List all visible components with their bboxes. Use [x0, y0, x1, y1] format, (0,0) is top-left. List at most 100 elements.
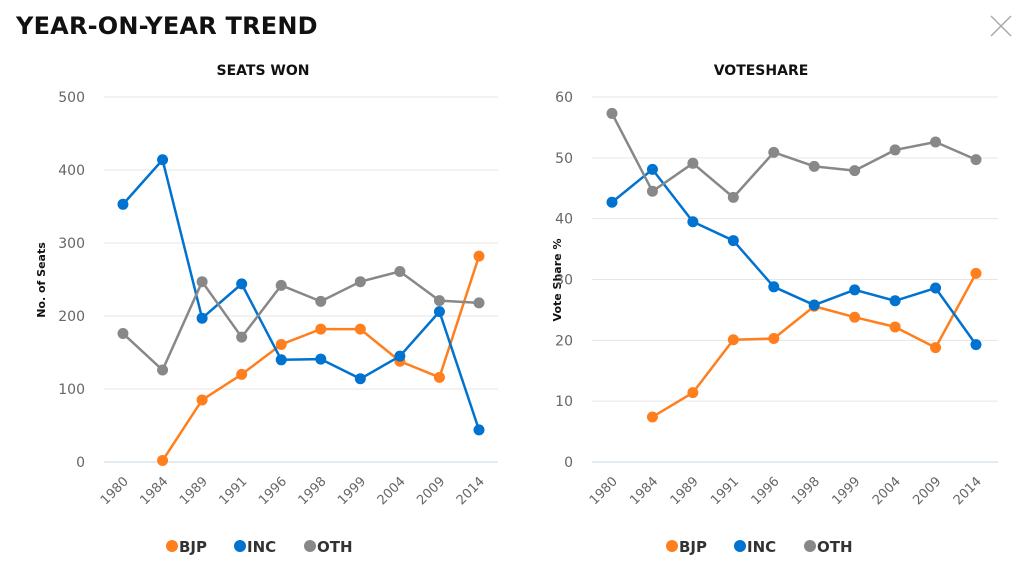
- data-point-inc: [275, 354, 287, 366]
- x-tick-label: 2014: [951, 474, 985, 508]
- data-point-inc: [606, 196, 618, 208]
- data-point-oth: [970, 154, 982, 166]
- data-point-bjp: [930, 342, 942, 354]
- chart-title: VOTESHARE: [714, 63, 809, 79]
- data-point-oth: [930, 136, 942, 148]
- x-tick-label: 2009: [910, 474, 944, 508]
- y-tick-label: 200: [58, 309, 85, 325]
- legend-marker-oth: [804, 540, 816, 552]
- data-point-inc: [117, 198, 129, 210]
- data-point-inc: [236, 278, 248, 290]
- series-line-bjp: [651, 272, 978, 419]
- legend-label-oth: OTH: [817, 538, 853, 556]
- data-point-oth: [606, 107, 618, 119]
- data-point-oth: [157, 364, 169, 376]
- data-point-oth: [768, 146, 780, 158]
- y-tick-label: 0: [76, 455, 85, 471]
- y-tick-label: 30: [555, 273, 573, 289]
- voteshare-chart: VOTESHARE Vote Share % 0 10 20 30 40 50 60 1980 19…: [551, 63, 998, 556]
- x-tick-label: 1980: [587, 474, 621, 508]
- x-tick-label: 1991: [216, 474, 250, 508]
- page-title: YEAR-ON-YEAR TREND: [16, 12, 318, 40]
- data-point-oth: [687, 157, 699, 169]
- close-icon: [990, 15, 1012, 37]
- data-point-oth: [315, 295, 327, 307]
- series-line-oth: [610, 112, 977, 199]
- legend-marker-bjp: [166, 540, 178, 552]
- close-button[interactable]: [988, 13, 1014, 39]
- data-point-bjp: [970, 267, 982, 279]
- data-point-oth: [196, 276, 208, 288]
- series-line-oth: [122, 270, 480, 372]
- data-point-inc: [889, 295, 901, 307]
- data-point-inc: [157, 154, 169, 166]
- y-tick-label: 10: [555, 394, 573, 410]
- x-tick-label: 1996: [749, 474, 783, 508]
- data-point-inc: [473, 424, 485, 436]
- legend-marker-bjp: [666, 540, 678, 552]
- data-point-bjp: [354, 323, 366, 335]
- data-point-inc: [808, 299, 820, 311]
- x-tick-label: 1980: [98, 474, 132, 508]
- y-tick-label: 0: [564, 455, 573, 471]
- legend-label-bjp: BJP: [179, 538, 207, 556]
- data-point-bjp: [768, 333, 780, 345]
- y-tick-label: 20: [555, 333, 573, 349]
- seats-won-chart: SEATS WON No. of Seats 0 100 200 300 400 500 198…: [35, 63, 498, 556]
- y-tick-label: 50: [555, 151, 573, 167]
- series-line-inc: [611, 168, 978, 346]
- y-axis-label: No. of Seats: [35, 242, 48, 318]
- data-point-inc: [433, 306, 445, 318]
- data-point-oth: [236, 331, 248, 343]
- data-point-bjp: [889, 321, 901, 333]
- data-point-inc: [354, 373, 366, 385]
- data-point-oth: [473, 297, 485, 309]
- data-point-bjp: [727, 334, 739, 346]
- data-point-inc: [315, 353, 327, 365]
- x-tick-label: 2009: [414, 474, 448, 508]
- x-tick-label: 1998: [789, 474, 823, 508]
- data-point-oth: [646, 185, 658, 197]
- data-point-bjp: [433, 371, 445, 383]
- data-point-inc: [727, 235, 739, 247]
- data-point-inc: [394, 350, 406, 362]
- x-tick-label: 1996: [256, 474, 290, 508]
- data-point-bjp: [275, 338, 287, 350]
- y-tick-label: 60: [555, 90, 573, 106]
- legend-label-inc: INC: [747, 538, 776, 556]
- data-point-oth: [433, 295, 445, 307]
- x-tick-label: 2014: [454, 474, 488, 508]
- x-tick-label: 1999: [829, 474, 863, 508]
- data-point-bjp: [646, 411, 658, 423]
- x-tick-label: 1998: [296, 474, 330, 508]
- legend-label-oth: OTH: [317, 538, 353, 556]
- data-point-oth: [354, 276, 366, 288]
- x-tick-label: 1991: [708, 474, 742, 508]
- data-point-inc: [768, 281, 780, 293]
- data-point-bjp: [687, 387, 699, 399]
- y-tick-label: 100: [58, 382, 85, 398]
- y-tick-label: 40: [555, 212, 573, 228]
- x-tick-label: 1989: [177, 474, 211, 508]
- y-axis-label: Vote Share %: [551, 239, 564, 322]
- data-point-oth: [727, 191, 739, 203]
- x-tick-label: 1999: [335, 474, 369, 508]
- data-point-bjp: [236, 368, 248, 380]
- data-point-bjp: [196, 394, 208, 406]
- data-point-oth: [849, 165, 861, 177]
- data-point-bjp: [157, 455, 169, 467]
- data-point-oth: [808, 160, 820, 172]
- chart-title: SEATS WON: [217, 63, 310, 79]
- data-point-inc: [687, 216, 699, 228]
- legend-label-inc: INC: [247, 538, 276, 556]
- legend-marker-inc: [734, 540, 746, 552]
- data-point-inc: [970, 339, 982, 351]
- x-tick-label: 1984: [137, 474, 171, 508]
- data-point-inc: [646, 163, 658, 175]
- y-tick-label: 500: [58, 90, 85, 106]
- data-point-oth: [889, 144, 901, 156]
- data-point-oth: [394, 265, 406, 277]
- legend-marker-inc: [234, 540, 246, 552]
- data-point-bjp: [849, 311, 861, 323]
- data-point-inc: [849, 284, 861, 296]
